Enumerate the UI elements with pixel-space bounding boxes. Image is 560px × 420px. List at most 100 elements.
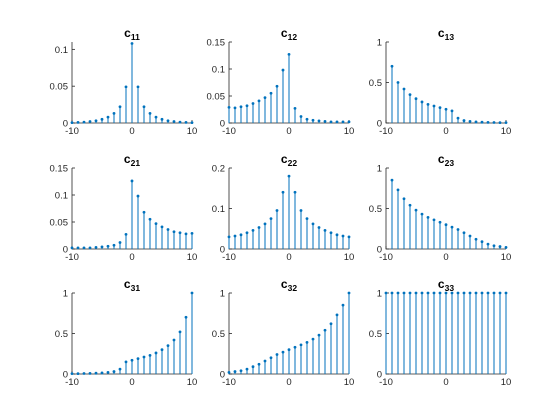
- subplot-title-main: c: [438, 277, 445, 291]
- y-tick-label: 0.5: [55, 329, 68, 340]
- subplot-title-subscript: 33: [445, 283, 455, 293]
- stem-marker: [323, 228, 327, 232]
- stem-marker: [402, 87, 406, 91]
- x-tick-label: 10: [344, 377, 355, 388]
- stem-marker: [136, 194, 140, 198]
- stem-marker: [299, 343, 303, 347]
- stem-marker: [106, 115, 110, 119]
- stem-marker: [142, 105, 146, 109]
- x-tick-label: 0: [129, 252, 134, 263]
- stem-marker: [269, 356, 273, 360]
- stem-marker: [456, 291, 460, 295]
- stem-marker: [100, 245, 104, 249]
- x-tick-label: 0: [286, 252, 291, 263]
- stem-marker: [317, 119, 321, 123]
- stem-marker: [124, 85, 128, 89]
- stem-marker: [166, 119, 170, 123]
- subplot-title: c32: [281, 277, 297, 293]
- stem-marker: [184, 315, 188, 319]
- stem-marker: [233, 234, 237, 238]
- stem-marker: [82, 120, 86, 124]
- stem-marker: [118, 241, 122, 244]
- stem-marker: [426, 216, 430, 219]
- stem-marker: [251, 228, 255, 232]
- stem-marker: [178, 231, 182, 235]
- stem-marker: [335, 313, 339, 317]
- stem-marker: [329, 322, 333, 326]
- subplot-title: c31: [124, 277, 140, 293]
- stem-marker: [384, 291, 388, 295]
- stem-marker: [456, 228, 460, 231]
- stem-marker: [474, 237, 478, 241]
- stem-marker: [498, 245, 502, 248]
- stem-marker: [94, 119, 98, 123]
- stem-marker: [390, 64, 394, 68]
- stem-marker: [492, 291, 496, 295]
- x-tick-label: 10: [501, 126, 512, 137]
- stem-marker: [396, 291, 400, 295]
- stem-marker: [227, 105, 231, 109]
- stem-marker: [130, 358, 134, 362]
- stem-marker: [118, 367, 122, 371]
- stem-marker: [504, 245, 508, 249]
- y-tick-label: 0.5: [369, 78, 382, 89]
- x-tick-label: -10: [379, 252, 393, 263]
- stem-marker: [160, 117, 164, 121]
- stem-marker: [293, 345, 297, 349]
- y-tick-label: 0: [63, 119, 68, 130]
- stem-marker: [160, 348, 164, 352]
- stem-marker: [76, 121, 80, 124]
- x-tick-label: -10: [65, 126, 79, 137]
- y-tick-label: 0.15: [207, 38, 226, 49]
- stem-marker: [88, 246, 92, 250]
- stem-marker: [305, 117, 309, 121]
- x-tick-label: 0: [129, 126, 134, 137]
- y-tick-label: 0: [220, 245, 225, 256]
- y-tick-label: 1: [63, 289, 68, 300]
- stem-marker: [444, 223, 448, 227]
- stem-marker: [329, 231, 333, 235]
- stem-marker: [426, 291, 430, 295]
- stem-marker: [227, 370, 231, 374]
- stem-marker: [166, 228, 170, 231]
- stem-marker: [462, 291, 466, 295]
- stem-marker: [299, 209, 303, 212]
- stem-marker: [390, 178, 394, 182]
- subplot-title-main: c: [438, 26, 445, 40]
- stem-marker: [263, 96, 267, 100]
- subplot-title-main: c: [124, 26, 131, 40]
- stem-marker: [281, 350, 285, 354]
- stem-marker: [450, 225, 454, 229]
- stem-marker: [408, 203, 412, 207]
- x-tick-label: -10: [222, 377, 236, 388]
- stem-marker: [154, 351, 158, 355]
- y-tick-label: 1: [377, 289, 382, 300]
- x-tick-label: -10: [379, 126, 393, 137]
- y-tick-label: 0.1: [212, 65, 225, 76]
- stem-marker: [245, 231, 249, 235]
- subplot-title-subscript: 23: [445, 158, 455, 168]
- stem-marker: [172, 338, 176, 342]
- stem-marker: [299, 115, 303, 118]
- stem-marker: [305, 217, 309, 221]
- stem-marker: [239, 233, 243, 237]
- x-tick-label: 10: [344, 126, 355, 137]
- stem-marker: [70, 121, 74, 125]
- stem-marker: [341, 234, 345, 238]
- stem-marker: [154, 222, 158, 226]
- stem-marker: [245, 367, 249, 371]
- stem-marker: [281, 190, 285, 194]
- stem-marker: [396, 188, 400, 192]
- stem-marker: [474, 120, 478, 124]
- stem-marker: [124, 360, 128, 364]
- stem-marker: [480, 291, 484, 295]
- y-tick-label: 0: [63, 370, 68, 381]
- stem-marker: [323, 119, 327, 123]
- stem-marker: [245, 104, 249, 108]
- stem-marker: [408, 93, 412, 97]
- stem-marker: [486, 291, 490, 295]
